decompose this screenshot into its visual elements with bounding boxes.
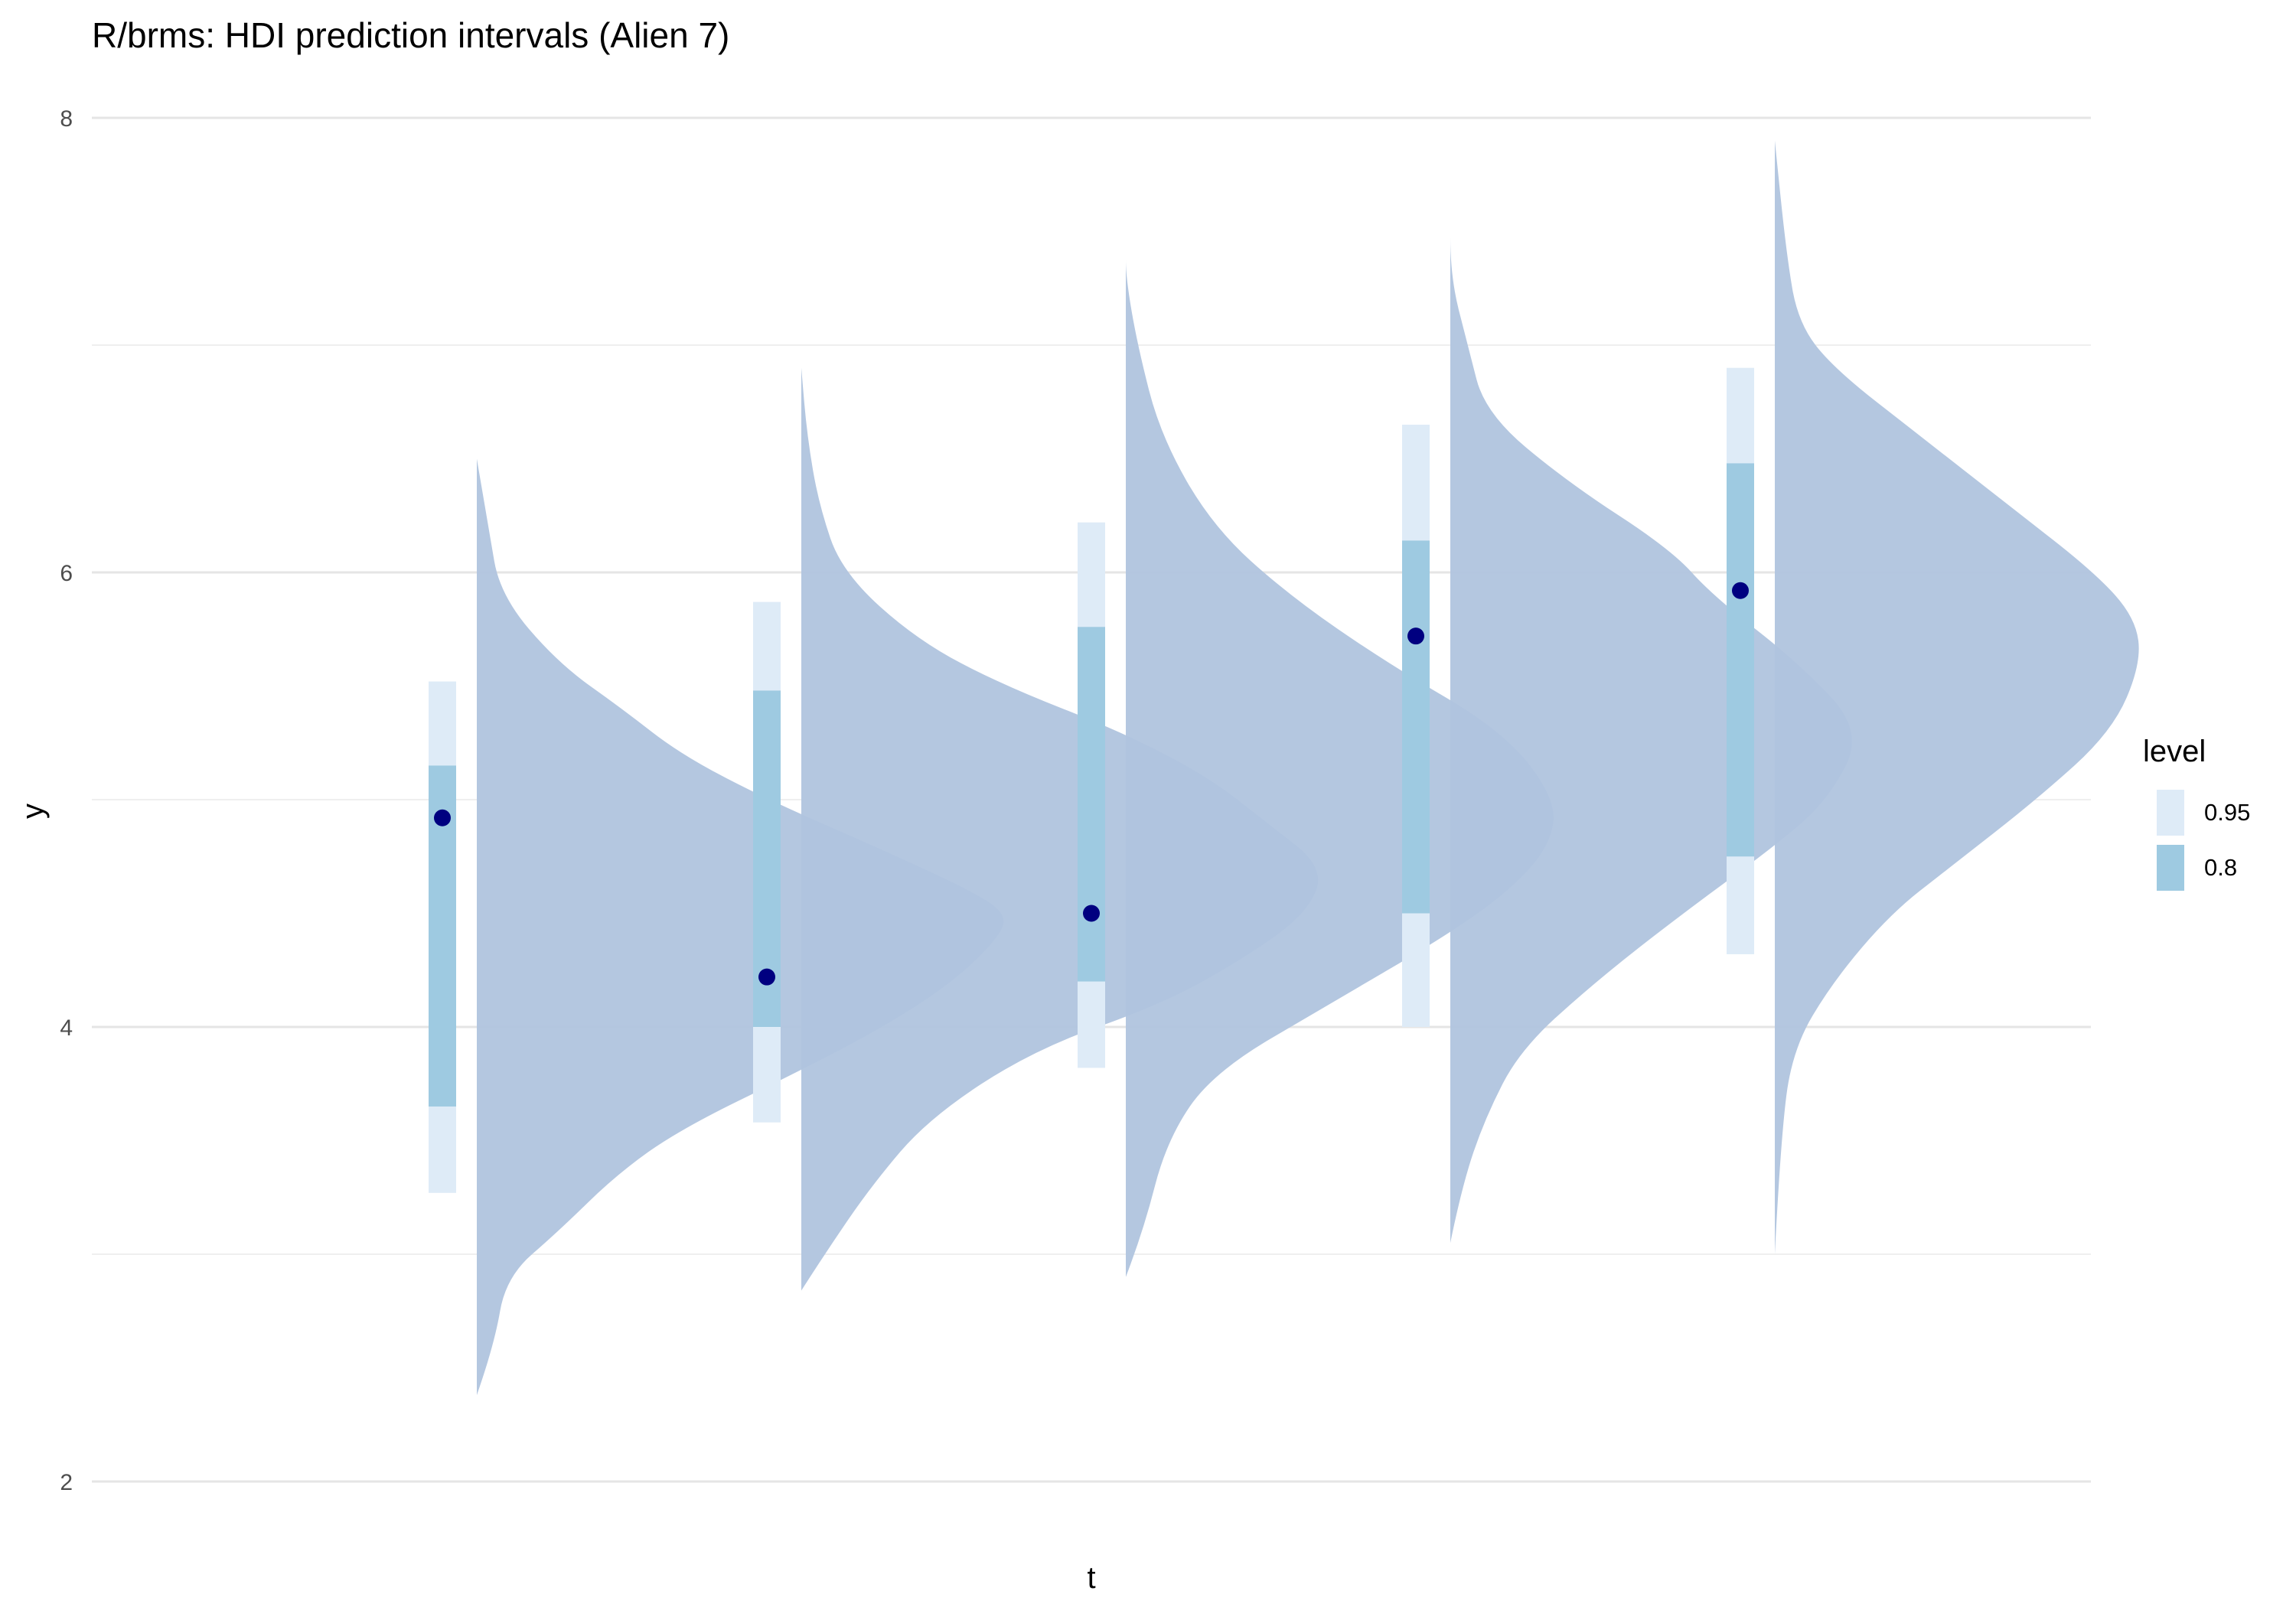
legend-title: level (2143, 735, 2206, 768)
interval-80-5 (1727, 463, 1754, 857)
point-estimate-3 (1083, 905, 1100, 922)
y-tick-label: 8 (60, 106, 73, 132)
density-5 (1775, 140, 2139, 1255)
group-3 (1078, 243, 1554, 1277)
density-4 (1450, 197, 1852, 1244)
interval-80-4 (1402, 540, 1430, 914)
group-1 (429, 458, 1004, 1396)
point-estimate-2 (758, 968, 775, 986)
legend-label-08: 0.8 (2204, 854, 2237, 881)
interval-80-3 (1078, 627, 1105, 982)
y-tick-label: 2 (60, 1470, 73, 1495)
density-1 (477, 458, 1004, 1396)
x-axis-title: t (1087, 1561, 1095, 1595)
density-2 (801, 367, 1319, 1291)
y-tick-label: 6 (60, 561, 73, 586)
legend: level 0.95 0.8 (2143, 735, 2250, 891)
legend-label-095: 0.95 (2204, 799, 2250, 826)
y-axis-title: y (16, 804, 50, 819)
chart-title: R/brms: HDI prediction intervals (Alien … (92, 15, 729, 55)
density-3 (1126, 243, 1554, 1277)
point-estimate-5 (1732, 582, 1749, 599)
y-tick-label: 4 (60, 1015, 73, 1041)
point-estimate-1 (434, 809, 451, 826)
point-estimate-4 (1407, 627, 1424, 645)
plot-area (429, 140, 2139, 1396)
legend-key-08 (2157, 845, 2184, 891)
group-4 (1402, 197, 1852, 1244)
group-2 (753, 367, 1319, 1291)
y-axis-ticks: 2 4 6 8 (60, 106, 73, 1495)
legend-key-095 (2157, 790, 2184, 836)
group-5 (1727, 140, 2139, 1255)
